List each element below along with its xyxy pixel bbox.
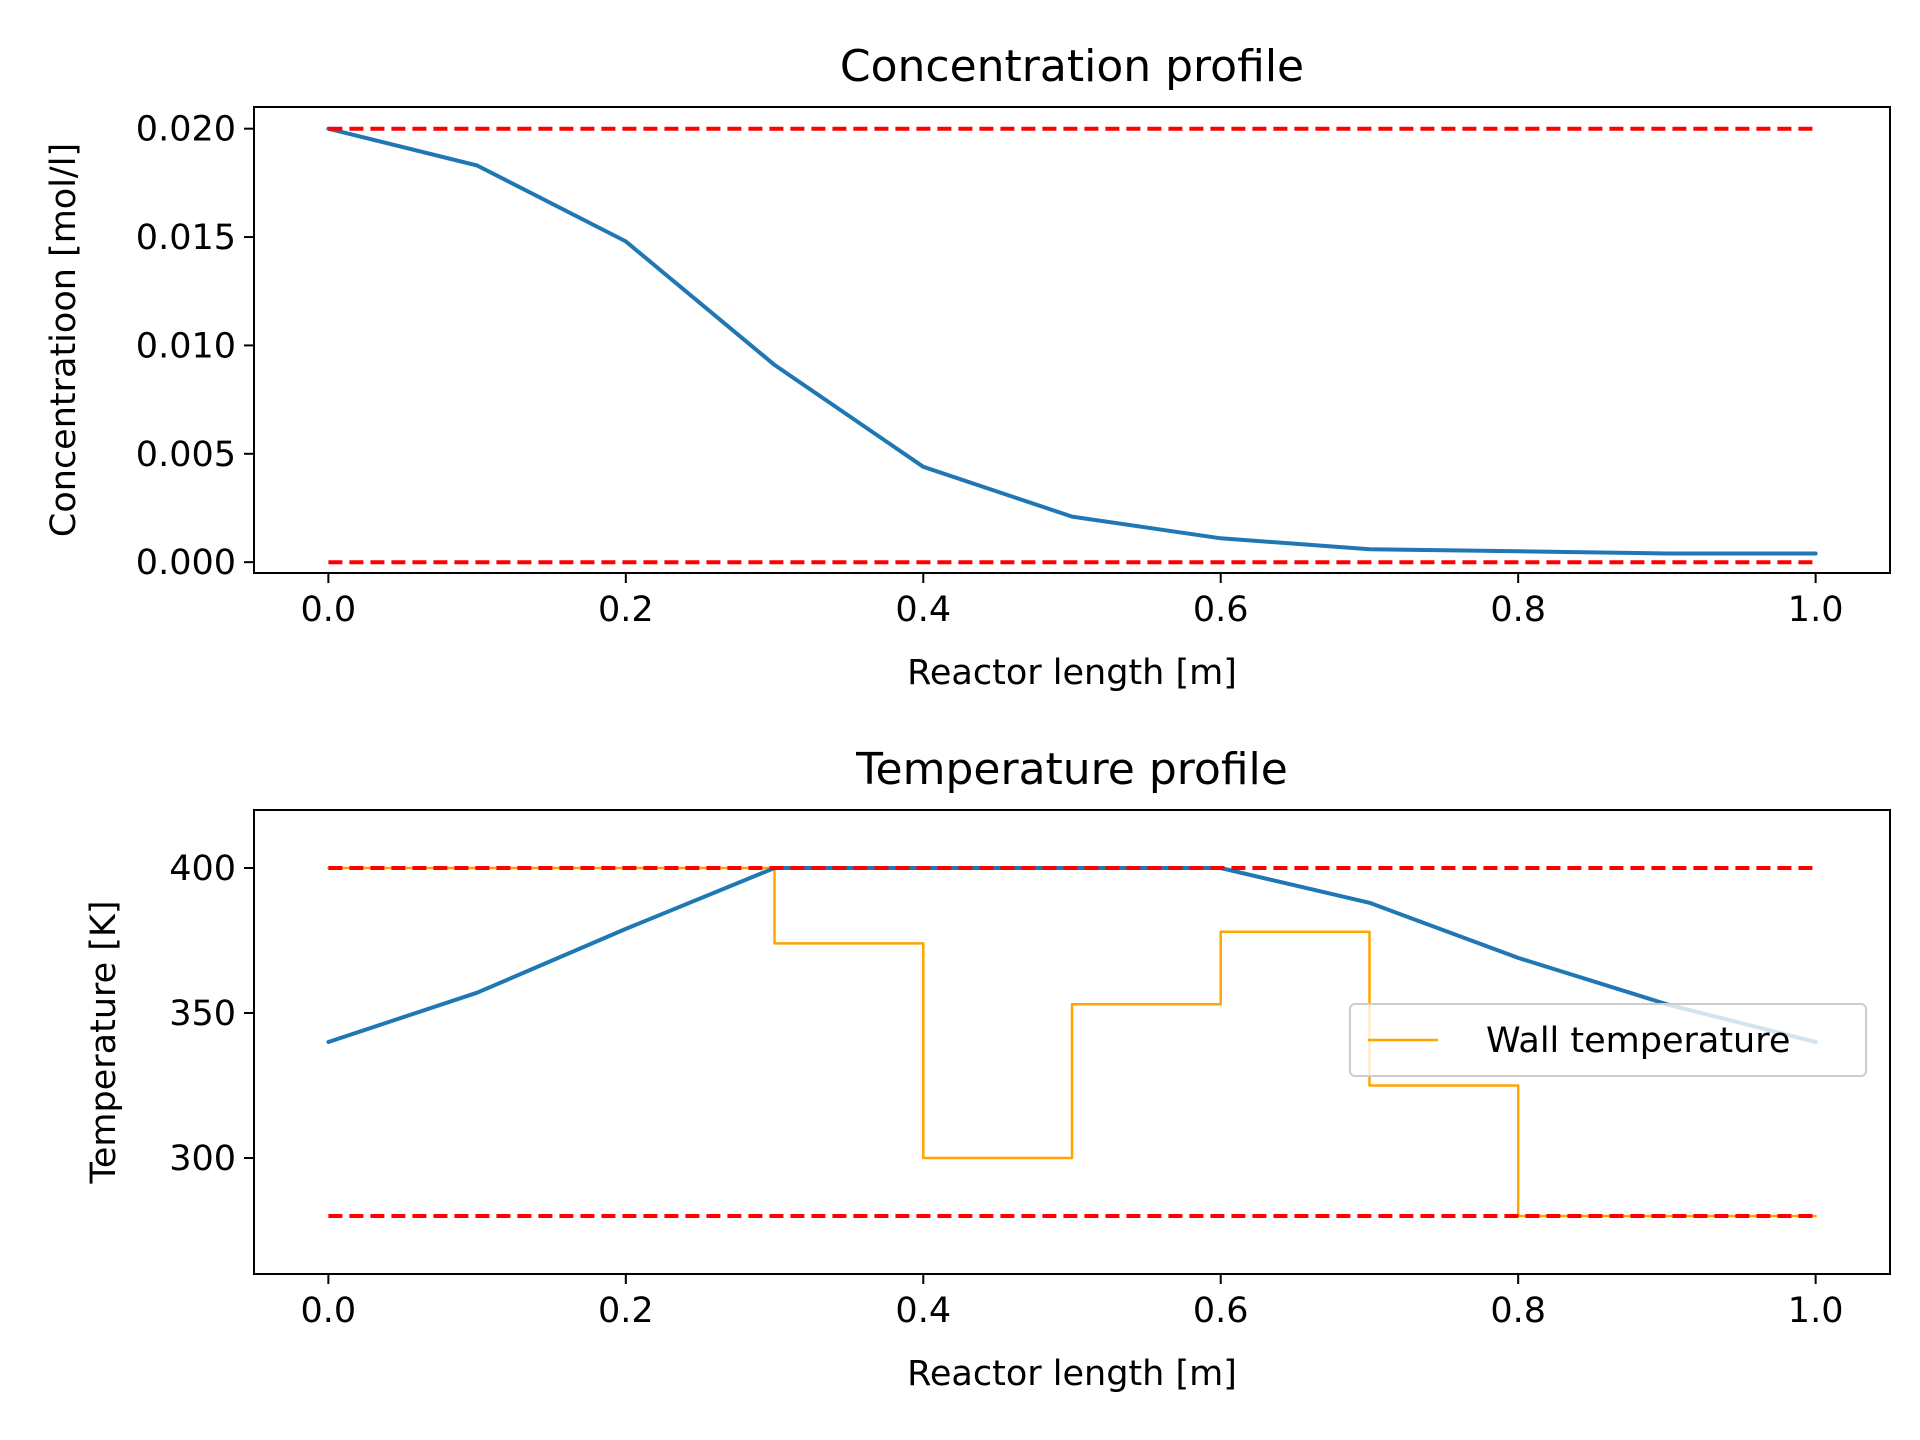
subplot-2: 0.0 0.2 0.4 0.6 0.8 1.0 300 350 400 Temperature p…: [84, 744, 1891, 1394]
y-tick-label: 350: [169, 994, 236, 1034]
x-tick-label: 0.2: [598, 590, 654, 630]
x-tick-label: 0.4: [895, 590, 951, 630]
y-tick-label: 400: [169, 849, 236, 889]
axes-frame: [253, 106, 1891, 574]
y-tick-label: 0.000: [136, 543, 236, 583]
legend: Wall temperature: [1349, 1003, 1867, 1077]
x-tick-label: 1.0: [1788, 590, 1844, 630]
y-axis-label: Temperature [K]: [84, 900, 124, 1184]
wall-temperature-step-line: [327, 866, 1817, 1218]
x-tick-label: 0.6: [1193, 590, 1249, 630]
legend-box: [1349, 1003, 1867, 1077]
x-tick-label: 0.4: [895, 1291, 951, 1331]
y-tick-label: 300: [169, 1139, 236, 1179]
x-tick-label: 0.6: [1193, 1291, 1249, 1331]
x-axis-label: Reactor length [m]: [907, 653, 1237, 693]
x-tick-label: 0.8: [1490, 1291, 1546, 1331]
x-tick-label: 0.2: [598, 1291, 654, 1331]
plot-area: [326, 866, 1818, 1218]
subplot-1: 0.0 0.2 0.4 0.6 0.8 1.0 0.000 0.005 0.010 0.015 0.…: [44, 41, 1891, 693]
x-tick-label: 0.8: [1490, 590, 1546, 630]
y-tick-label: 0.005: [136, 435, 236, 475]
legend-label: Wall temperature: [1486, 1021, 1790, 1061]
axes-frame: [253, 809, 1891, 1275]
chart-title: Concentration profile: [840, 41, 1304, 92]
x-tick-label: 0.0: [301, 1291, 357, 1331]
y-axis-label: Concentratioon [mol/l]: [44, 143, 84, 537]
x-tick-label: 0.0: [301, 590, 357, 630]
x-axis-label: Reactor length [m]: [907, 1354, 1237, 1394]
y-tick-label: 0.015: [136, 218, 236, 258]
y-tick-label: 0.010: [136, 326, 236, 366]
plot-area: [326, 126, 1818, 565]
chart-title: Temperature profile: [855, 744, 1288, 795]
x-tick-label: 1.0: [1788, 1291, 1844, 1331]
y-tick-label: 0.020: [136, 110, 236, 150]
concentration-line: [326, 126, 1818, 556]
